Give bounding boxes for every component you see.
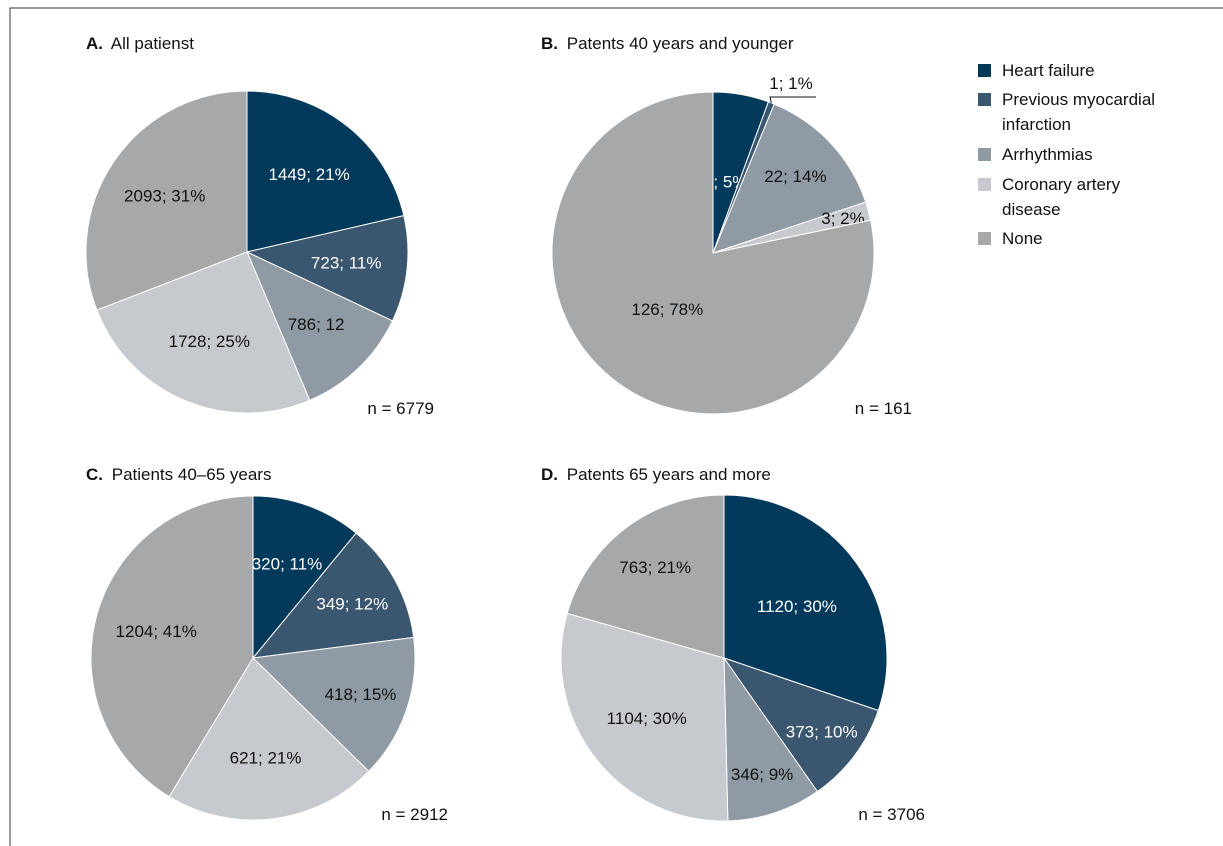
legend: Heart failure Previous myocardial infarcti… (978, 61, 1155, 248)
panel-c-n-label: n = 2912 (381, 805, 448, 824)
panel-b-title: B. Patents 40 years and younger (541, 34, 794, 53)
slice-label: 9; 5% (704, 173, 747, 192)
slice-label: 621; 21% (230, 749, 302, 768)
panel-a-title: A. All patienst (86, 34, 194, 53)
pie-slice-previous-myocardial-infarction (722, 657, 879, 793)
slice-label: 418; 15% (325, 685, 397, 704)
pie-slice-coronary-artery-disease (168, 657, 370, 821)
slice-label: 786; 12 (288, 315, 345, 334)
legend-swatch-previous-myocardial-infarction (978, 93, 991, 106)
legend-label-coronary-artery-disease: disease (1002, 200, 1061, 219)
slice-label: 723; 11% (311, 254, 382, 273)
pie-slice-none (566, 494, 725, 659)
panel-c: C. Patients 40–65 years 320; 11% 349; 12%… (86, 465, 448, 824)
slice-label: 1449; 21% (268, 165, 349, 184)
legend-swatch-coronary-artery-disease (978, 178, 991, 191)
legend-swatch-arrhythmias (978, 148, 991, 161)
legend-swatch-none (978, 232, 991, 245)
slice-label: 126; 78% (631, 300, 703, 319)
pie-slice-arrhythmias (723, 656, 819, 822)
slice-label: 1204; 41% (116, 622, 197, 641)
slice-label: 22; 14% (764, 167, 826, 186)
panel-a: A. All patienst 1449; 21% 723; 11% 786; 12… (85, 34, 434, 418)
panel-b-n-label: n = 161 (855, 399, 912, 418)
panel-a-pie: 1449; 21% 723; 11% 786; 12 1728; 25% 2093; 3… (85, 90, 409, 414)
pie-slice-previous-myocardial-infarction (245, 215, 409, 322)
legend-label-none: None (1002, 229, 1043, 248)
panel-a-title-text: All patienst (111, 34, 194, 53)
panel-d-title-text: Patents 65 years and more (567, 465, 771, 484)
panel-a-n-label: n = 6779 (367, 399, 434, 418)
slice-label: 1728; 25% (169, 332, 250, 351)
pie-slice-none (90, 495, 254, 798)
pie-slice-coronary-artery-disease (560, 612, 729, 822)
panel-b-pie: 9; 5%1; 1%22; 14%3; 2%126; 78% (551, 74, 875, 415)
pie-slice-heart-failure (723, 494, 888, 712)
slice-label: 763; 21% (619, 558, 691, 577)
pie-slice-none (551, 91, 875, 415)
legend-swatch-heart-failure (978, 64, 991, 77)
slice-label: 1104; 30% (607, 709, 687, 728)
slice-label: 1; 1% (769, 74, 812, 93)
callout-leader-line (769, 96, 816, 104)
panel-b: B. Patents 40 years and younger 9; 5% 1; … (541, 34, 912, 418)
panel-c-title-text: Patients 40–65 years (112, 465, 272, 484)
slice-label: 2093; 31% (124, 187, 205, 206)
pie-slice-arrhythmias (712, 103, 867, 254)
slice-label: 349; 12% (316, 594, 388, 613)
panel-d-letter: D. (541, 465, 558, 484)
panel-b-letter: B. (541, 34, 558, 53)
pie-slice-coronary-artery-disease (96, 251, 311, 414)
pie-slice-arrhythmias (251, 636, 416, 773)
slice-label: 373; 10% (786, 722, 858, 741)
pie-slice-arrhythmias (246, 250, 394, 401)
panel-c-title: C. Patients 40–65 years (86, 465, 271, 484)
panel-a-letter: A. (86, 34, 103, 53)
panel-d-title: D. Patents 65 years and more (541, 465, 771, 484)
panel-c-pie: 320; 11% 349; 12% 418; 15% 621; 21% 1204; 41… (90, 495, 416, 821)
legend-label-heart-failure: Heart failure (1002, 61, 1095, 80)
legend-label-previous-myocardial-infarction: infarction (1002, 115, 1071, 134)
figure-frame (9, 7, 1223, 846)
pie-slice-previous-myocardial-infarction (251, 532, 415, 659)
panel-b-title-text: Patents 40 years and younger (567, 34, 794, 53)
pie-slice-none (85, 90, 248, 311)
slice-label: 346; 9% (731, 765, 793, 784)
slice-label: 320; 11% (252, 555, 323, 574)
slice-label: 1120; 30% (757, 597, 837, 616)
pie-slice-heart-failure (252, 495, 357, 660)
panel-d-pie: 1120; 30% 373; 10% 346; 9% 1104; 30% 763; 21… (560, 494, 888, 822)
pie-slice-heart-failure (246, 90, 405, 253)
legend-label-coronary-artery-disease: Coronary artery (1002, 175, 1121, 194)
panel-d-n-label: n = 3706 (858, 805, 925, 824)
panel-c-letter: C. (86, 465, 103, 484)
legend-label-arrhythmias: Arrhythmias (1002, 145, 1093, 164)
legend-label-previous-myocardial-infarction: Previous myocardial (1002, 90, 1155, 109)
panel-d: D. Patents 65 years and more 1120; 30% 37… (541, 465, 925, 824)
